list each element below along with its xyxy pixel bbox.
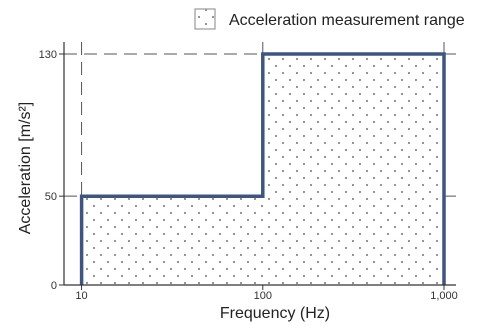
y-axis-title: Acceleration [m/s²] — [17, 102, 34, 234]
legend-swatch — [194, 8, 216, 30]
x-tick-label-100: 100 — [254, 290, 272, 302]
y-tick-label-50: 50 — [45, 191, 57, 203]
legend-label: Acceleration measurement range — [229, 12, 465, 29]
axes — [59, 42, 456, 290]
range-outline-0 — [79, 52, 446, 285]
measurement-range-area — [79, 52, 446, 285]
tick-labels: 10 100 1,000 0 50 130 — [39, 49, 458, 302]
y-tick-label-0: 0 — [51, 280, 57, 292]
x-axis-title: Frequency (Hz) — [220, 305, 330, 322]
x-tick-label-10: 10 — [75, 290, 87, 302]
y-tick-label-130: 130 — [39, 49, 57, 61]
x-tick-label-1000: 1,000 — [430, 290, 458, 302]
legend: Acceleration measurement range — [194, 8, 465, 30]
